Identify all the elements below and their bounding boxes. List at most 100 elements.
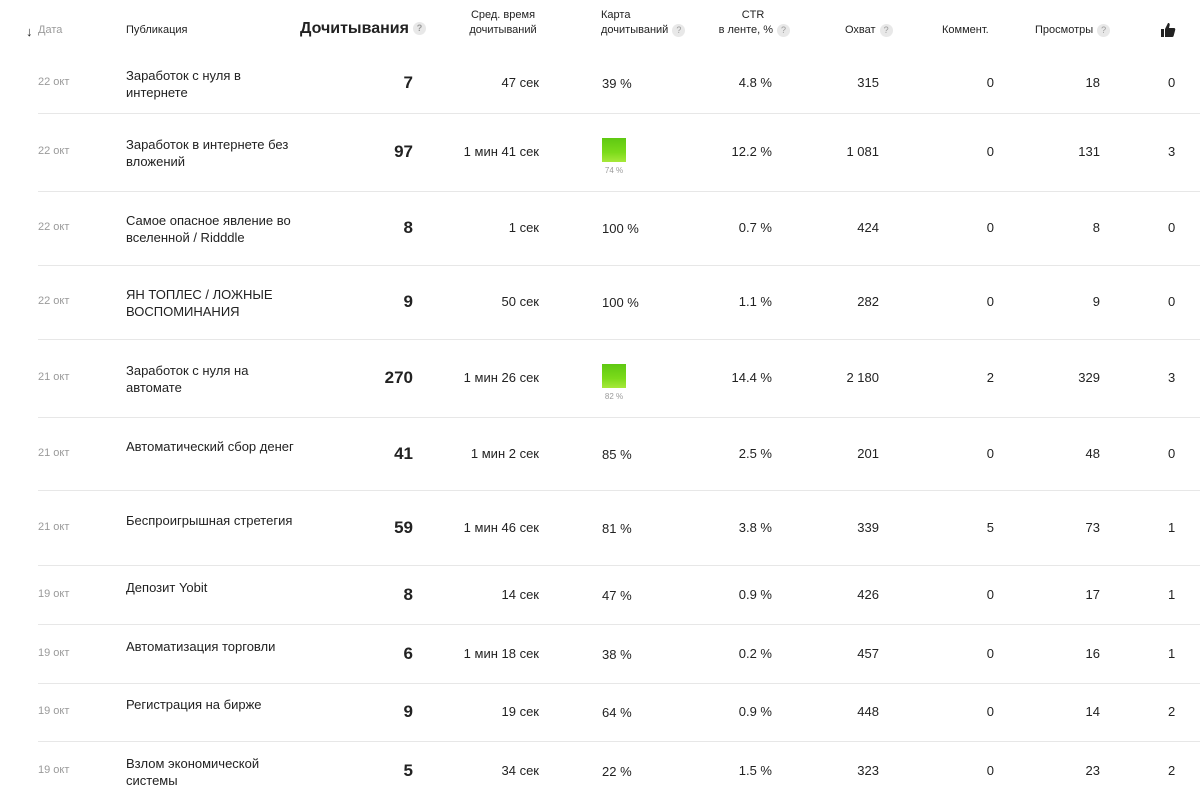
row-read-map: 85 % [602,446,632,462]
table-header: ↓ Дата Публикация Дочитывания? Сред. вре… [0,0,1200,60]
column-read-map-line2: дочитываний? [601,23,686,38]
help-icon[interactable]: ? [412,22,426,36]
help-icon[interactable]: ? [672,23,686,37]
row-title[interactable]: Заработок с нуля в интернете [126,67,241,100]
row-title[interactable]: Заработок в интернете без вложений [126,137,289,169]
row-title[interactable]: Взлом экономической системы [126,756,260,788]
row-reach: 201 [857,445,879,461]
row-avg-time: 1 мин 46 сек [463,519,539,535]
row-likes: 0 [1168,220,1176,235]
column-read-map[interactable]: Карта дочитываний? [601,8,686,38]
table-row[interactable]: 22 окт Самое опасное явление во вселенной… [0,191,1200,266]
row-date: 22 окт [38,221,70,233]
row-ctr: 1.1 % [738,294,772,309]
row-ctr: 0.9 % [738,586,772,602]
row-date: 19 окт [38,705,70,717]
read-map-bar[interactable]: 74 % [602,138,626,175]
column-publication[interactable]: Публикация [126,24,188,36]
row-ctr: 0.7 % [738,220,772,235]
column-reach-label: Охват [845,24,876,36]
column-avg-time-line1: Сред. время [470,9,536,21]
table-row[interactable]: 22 окт Заработок с нуля в интернете 7 47 се… [0,52,1200,114]
column-date[interactable]: Дата [38,24,63,36]
read-map-bar[interactable]: 82 % [602,364,626,401]
row-views: 17 [1085,586,1100,602]
row-avg-time: 14 сек [501,586,540,602]
row-date: 19 окт [38,587,70,600]
row-reads: 8 [403,584,413,604]
row-reads: 97 [394,142,413,161]
row-ctr: 1.5 % [738,763,772,778]
row-date: 22 окт [38,295,70,307]
row-title[interactable]: Самое опасное явление во вселенной / Rid… [126,213,291,245]
column-views[interactable]: Просмотры? [1035,23,1111,38]
row-ctr: 2.5 % [738,445,772,461]
row-title[interactable]: Автоматический сбор денег [126,438,294,454]
row-reads: 270 [384,368,413,387]
help-icon[interactable]: ? [879,23,893,37]
row-date: 19 окт [38,764,70,776]
column-reach[interactable]: Охват? [845,23,893,38]
row-ctr: 12.2 % [731,144,772,159]
row-date: 21 окт [38,371,70,383]
row-title[interactable]: Беспроигрышная стретегия [126,512,293,528]
row-views: 73 [1085,519,1100,535]
row-avg-time: 1 сек [508,220,539,235]
row-comments: 0 [986,645,994,661]
table-row[interactable]: 19 окт Взлом экономической системы 5 34 сек… [0,741,1200,801]
row-comments: 0 [986,763,994,778]
row-reads: 41 [394,443,413,463]
row-read-map: 39 % [602,75,632,91]
table-row[interactable]: 19 окт Автоматизация торговли 6 1 мин 18 се… [0,624,1200,684]
row-avg-time: 47 сек [501,74,540,90]
row-title[interactable]: Заработок с нуля на автомате [126,363,249,395]
row-reach: 2 180 [846,370,879,385]
table-row[interactable]: 21 окт Беспроигрышная стретегия 59 1 мин 46… [0,490,1200,566]
row-comments: 0 [986,144,994,159]
table-row[interactable]: 21 окт Автоматический сбор денег 41 1 мин 2… [0,417,1200,491]
row-title[interactable]: Регистрация на бирже [126,697,262,712]
row-date: 22 окт [38,145,70,157]
row-likes: 1 [1168,519,1176,535]
row-read-map: 81 % [602,520,632,536]
row-reach: 323 [857,763,879,778]
row-reach: 1 081 [846,144,879,159]
column-read-map-line1: Карта [601,9,631,21]
help-icon[interactable]: ? [1097,23,1111,37]
table-row[interactable]: 22 окт Заработок в интернете без вложений… [0,113,1200,192]
row-separator [38,265,1200,266]
table-row[interactable]: 21 окт Заработок с нуля на автомате 270 1 м… [0,339,1200,418]
help-icon[interactable]: ? [777,23,790,37]
row-views: 14 [1085,704,1100,719]
row-comments: 0 [986,220,994,235]
read-map-bar-fill [602,364,626,388]
table-row[interactable]: 22 окт ЯН ТОПЛЕС / ЛОЖНЫЕ ВОСПОМИНАНИЯ 9 50… [0,265,1200,340]
thumbs-up-icon[interactable] [1160,22,1176,38]
table-row[interactable]: 19 окт Депозит Yobit 8 14 сек 47 % 0.9 % 426 0 1… [0,565,1200,625]
row-reach: 457 [857,645,879,661]
row-ctr: 14.4 % [731,370,772,385]
row-avg-time: 19 сек [501,704,540,719]
row-reads: 6 [403,643,413,663]
row-comments: 5 [986,519,994,535]
sort-arrow-icon[interactable]: ↓ [26,24,33,39]
row-views: 131 [1078,144,1100,159]
column-reads[interactable]: Дочитывания? [300,21,426,37]
row-avg-time: 34 сек [501,763,540,778]
table-row[interactable]: 19 окт Регистрация на бирже 9 19 сек 64 % 0.9… [0,683,1200,742]
column-avg-time[interactable]: Сред. время дочитываний [466,8,540,38]
column-views-label: Просмотры [1035,24,1094,36]
row-reads: 5 [403,761,413,780]
row-comments: 0 [986,74,994,90]
row-title[interactable]: ЯН ТОПЛЕС / ЛОЖНЫЕ ВОСПОМИНАНИЯ [126,287,273,319]
row-comments: 2 [986,370,994,385]
row-reach: 424 [857,220,879,235]
row-avg-time: 1 мин 18 сек [463,645,539,661]
row-read-map: 47 % [602,587,632,603]
column-comments[interactable]: Коммент. [942,24,989,36]
row-title[interactable]: Автоматизация торговли [126,638,276,654]
column-ctr[interactable]: CTR в ленте, %? [716,8,790,38]
row-ctr: 3.8 % [738,519,772,535]
row-likes: 2 [1168,763,1176,778]
row-title[interactable]: Депозит Yobit [126,579,208,595]
